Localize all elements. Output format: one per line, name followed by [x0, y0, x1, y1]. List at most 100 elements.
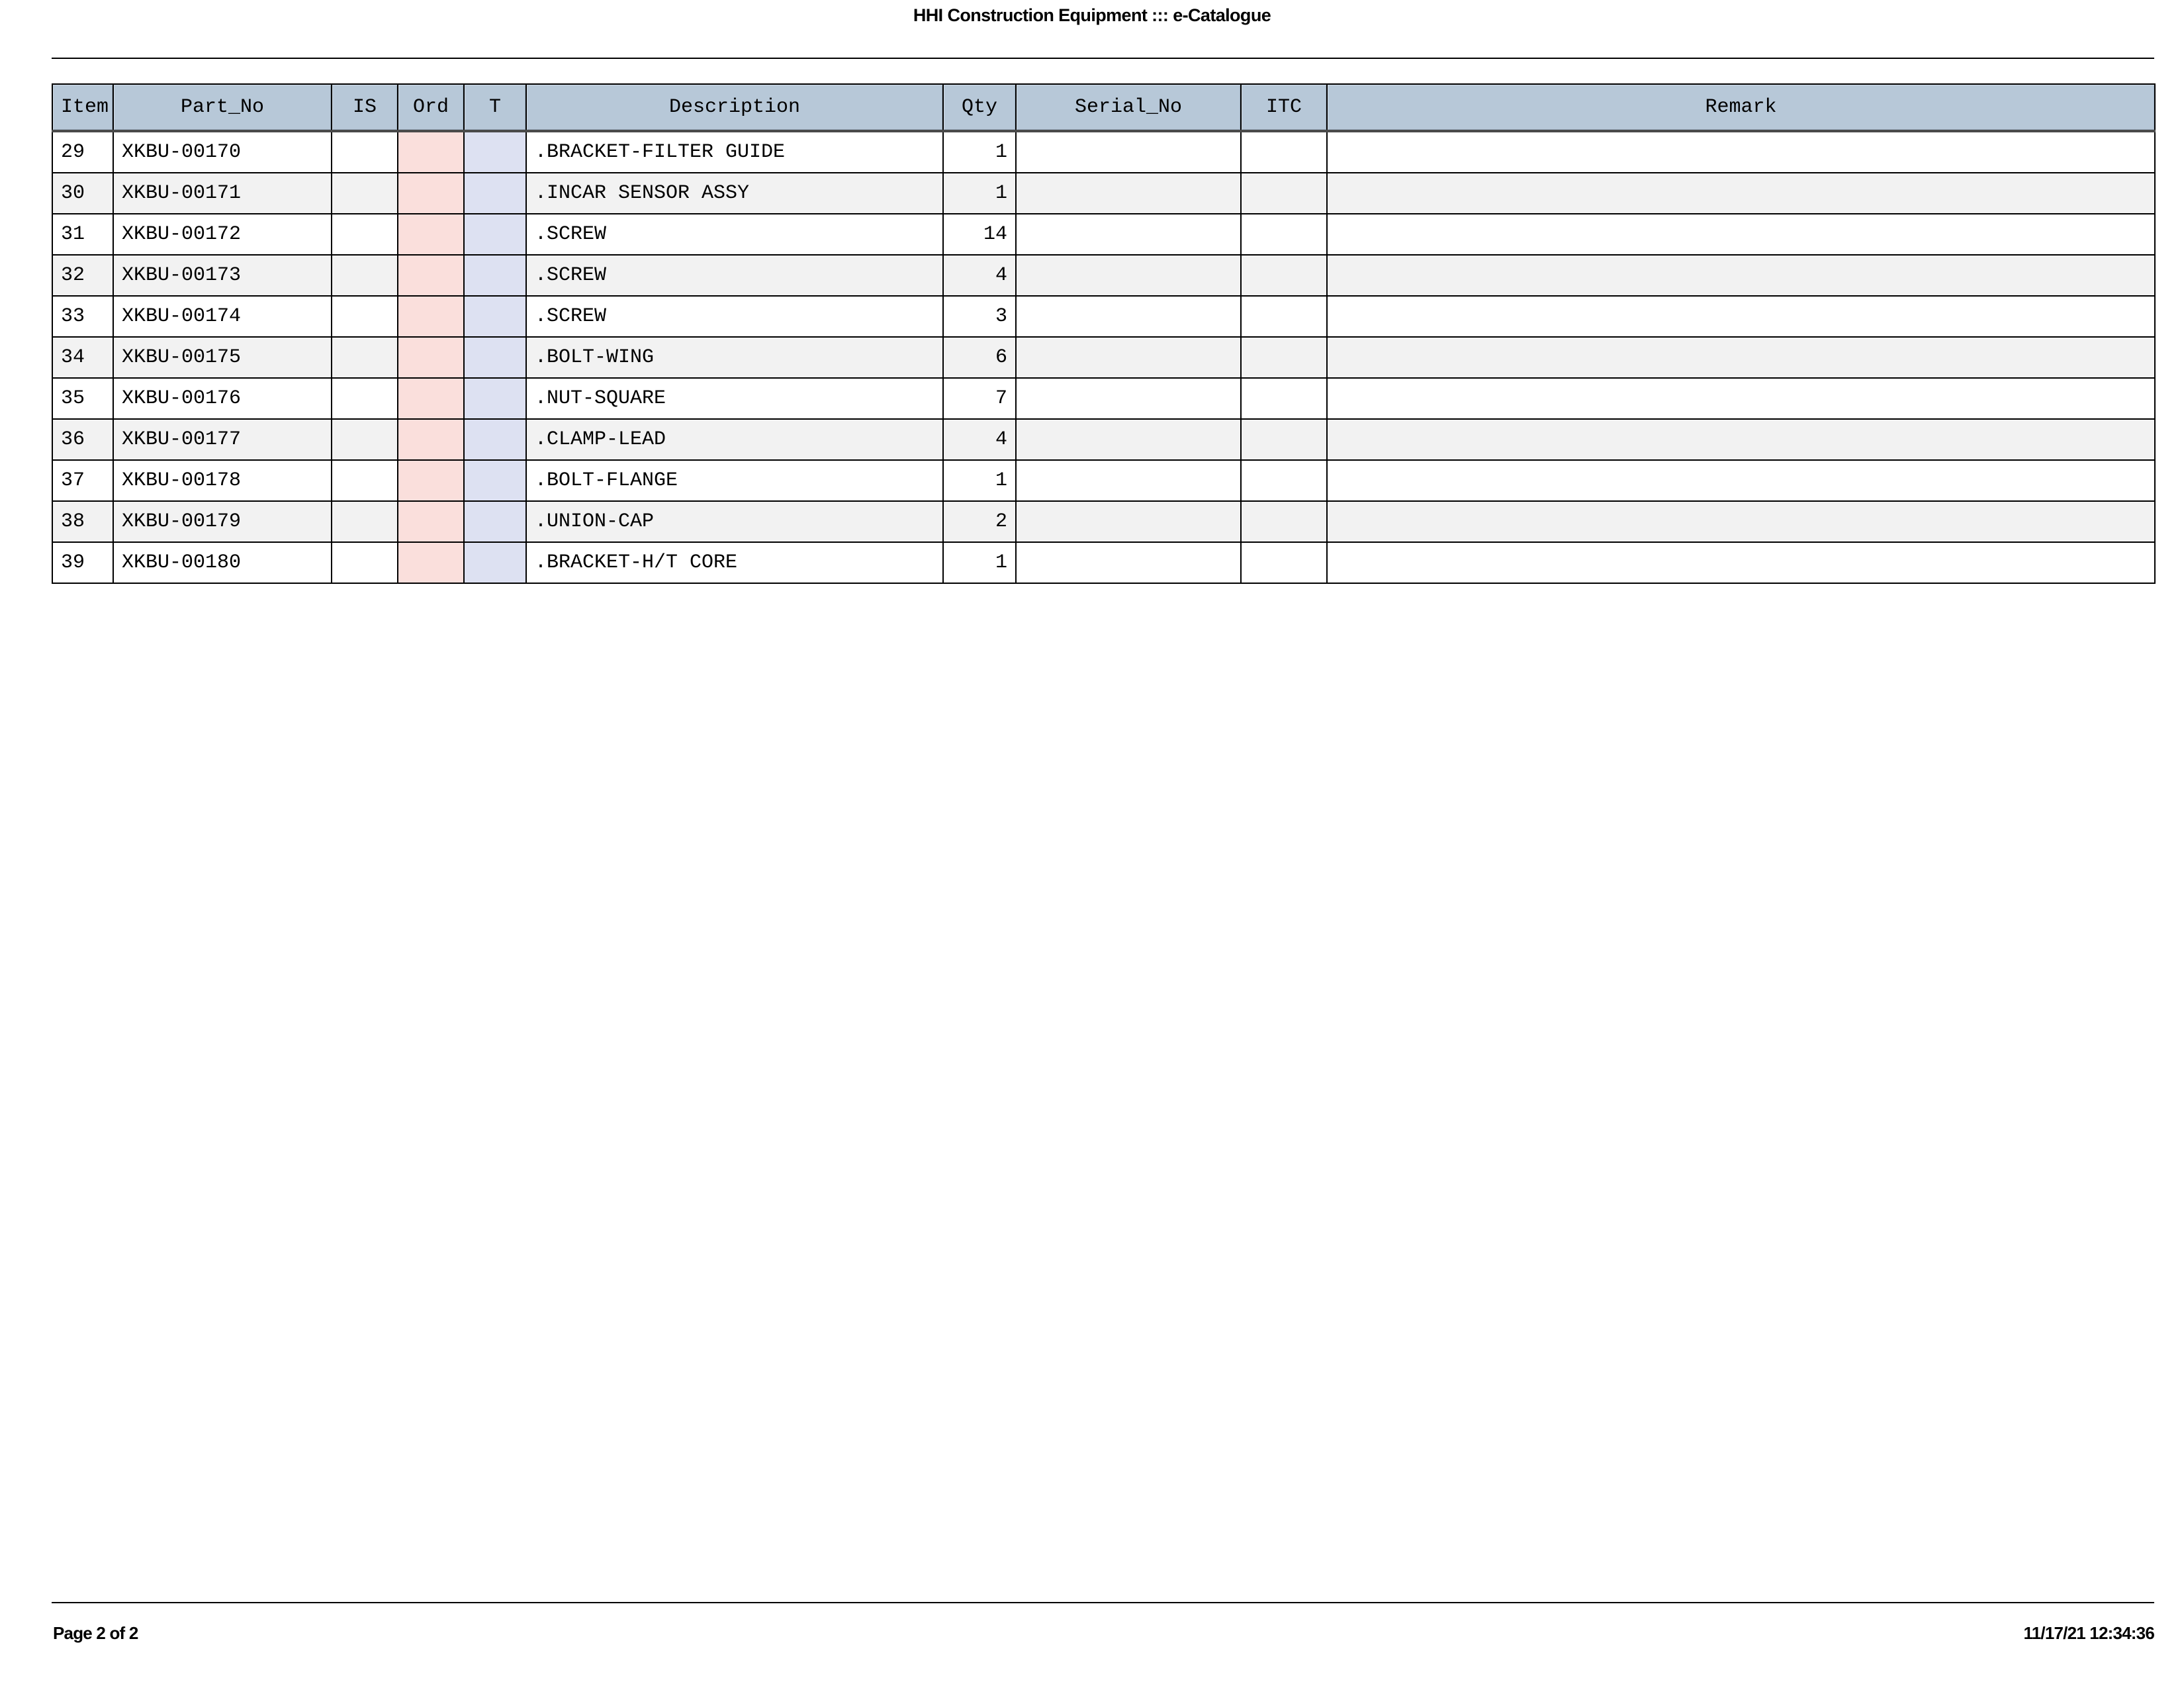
- cell-tcol: [463, 254, 527, 297]
- table-row[interactable]: 35 XKBU-00176 .NUT-SQUARE 7: [52, 377, 2156, 420]
- cell-ord: [397, 295, 465, 338]
- column-header-qty[interactable]: Qty: [942, 83, 1017, 132]
- column-header-t[interactable]: T: [463, 83, 527, 132]
- cell-remark: [1326, 254, 2156, 297]
- column-header-itc[interactable]: ITC: [1240, 83, 1328, 132]
- cell-is: [331, 459, 398, 502]
- cell-tcol: [463, 500, 527, 543]
- column-header-ord[interactable]: Ord: [397, 83, 465, 132]
- cell-ord: [397, 459, 465, 502]
- cell-serial: [1015, 213, 1242, 256]
- table-row[interactable]: 34 XKBU-00175 .BOLT-WING 6: [52, 336, 2156, 379]
- cell-itc: [1240, 213, 1328, 256]
- table-row[interactable]: 30 XKBU-00171 .INCAR SENSOR ASSY 1: [52, 172, 2156, 214]
- cell-is: [331, 500, 398, 543]
- cell-item: 37: [52, 459, 114, 502]
- cell-ord: [397, 418, 465, 461]
- column-header-part-no[interactable]: Part_No: [113, 83, 332, 132]
- cell-ord: [397, 172, 465, 214]
- cell-remark: [1326, 541, 2156, 584]
- footer-divider: [52, 1602, 2154, 1603]
- cell-is: [331, 172, 398, 214]
- cell-qty: 1: [942, 130, 1017, 173]
- cell-qty: 14: [942, 213, 1017, 256]
- cell-item: 38: [52, 500, 114, 543]
- cell-is: [331, 377, 398, 420]
- cell-desc: .SCREW: [525, 213, 944, 256]
- column-header-description[interactable]: Description: [525, 83, 944, 132]
- cell-is: [331, 295, 398, 338]
- cell-itc: [1240, 130, 1328, 173]
- cell-serial: [1015, 377, 1242, 420]
- cell-item: 36: [52, 418, 114, 461]
- cell-serial: [1015, 295, 1242, 338]
- cell-desc: .BRACKET-H/T CORE: [525, 541, 944, 584]
- cell-item: 32: [52, 254, 114, 297]
- cell-remark: [1326, 130, 2156, 173]
- table-row[interactable]: 29 XKBU-00170 .BRACKET-FILTER GUIDE 1: [52, 130, 2156, 173]
- cell-itc: [1240, 459, 1328, 502]
- table-row[interactable]: 32 XKBU-00173 .SCREW 4: [52, 254, 2156, 297]
- table-header: Item Part_No IS Ord T Description Qty Se…: [52, 83, 2156, 132]
- cell-is: [331, 130, 398, 173]
- cell-ord: [397, 377, 465, 420]
- cell-is: [331, 336, 398, 379]
- cell-part: XKBU-00171: [113, 172, 332, 214]
- cell-qty: 7: [942, 377, 1017, 420]
- parts-table: Item Part_No IS Ord T Description Qty Se…: [52, 83, 2156, 584]
- cell-itc: [1240, 418, 1328, 461]
- cell-remark: [1326, 172, 2156, 214]
- cell-item: 30: [52, 172, 114, 214]
- cell-part: XKBU-00179: [113, 500, 332, 543]
- timestamp-label: 11/17/21 12:34:36: [2023, 1623, 2155, 1643]
- cell-ord: [397, 213, 465, 256]
- cell-itc: [1240, 254, 1328, 297]
- cell-qty: 6: [942, 336, 1017, 379]
- cell-part: XKBU-00172: [113, 213, 332, 256]
- table-row[interactable]: 31 XKBU-00172 .SCREW 14: [52, 213, 2156, 256]
- cell-qty: 1: [942, 459, 1017, 502]
- table-header-row: Item Part_No IS Ord T Description Qty Se…: [52, 83, 2156, 132]
- cell-ord: [397, 500, 465, 543]
- cell-serial: [1015, 172, 1242, 214]
- table-row[interactable]: 38 XKBU-00179 .UNION-CAP 2: [52, 500, 2156, 543]
- cell-serial: [1015, 418, 1242, 461]
- cell-itc: [1240, 295, 1328, 338]
- cell-item: 33: [52, 295, 114, 338]
- cell-is: [331, 418, 398, 461]
- cell-item: 29: [52, 130, 114, 173]
- cell-itc: [1240, 336, 1328, 379]
- cell-tcol: [463, 295, 527, 338]
- cell-tcol: [463, 130, 527, 173]
- cell-tcol: [463, 541, 527, 584]
- cell-remark: [1326, 377, 2156, 420]
- page-title: HHI Construction Equipment ::: e-Catalog…: [913, 5, 1271, 25]
- cell-serial: [1015, 459, 1242, 502]
- cell-itc: [1240, 172, 1328, 214]
- column-header-remark[interactable]: Remark: [1326, 83, 2156, 132]
- table-row[interactable]: 37 XKBU-00178 .BOLT-FLANGE 1: [52, 459, 2156, 502]
- cell-tcol: [463, 459, 527, 502]
- cell-tcol: [463, 172, 527, 214]
- cell-serial: [1015, 541, 1242, 584]
- table-row[interactable]: 36 XKBU-00177 .CLAMP-LEAD 4: [52, 418, 2156, 461]
- cell-tcol: [463, 418, 527, 461]
- column-header-item[interactable]: Item: [52, 83, 114, 132]
- cell-item: 39: [52, 541, 114, 584]
- table-row[interactable]: 33 XKBU-00174 .SCREW 3: [52, 295, 2156, 338]
- cell-remark: [1326, 295, 2156, 338]
- table-row[interactable]: 39 XKBU-00180 .BRACKET-H/T CORE 1: [52, 541, 2156, 584]
- cell-serial: [1015, 130, 1242, 173]
- header-divider: [52, 58, 2154, 59]
- cell-qty: 4: [942, 254, 1017, 297]
- cell-part: XKBU-00174: [113, 295, 332, 338]
- column-header-serial-no[interactable]: Serial_No: [1015, 83, 1242, 132]
- cell-part: XKBU-00175: [113, 336, 332, 379]
- cell-desc: .CLAMP-LEAD: [525, 418, 944, 461]
- cell-itc: [1240, 377, 1328, 420]
- cell-qty: 3: [942, 295, 1017, 338]
- column-header-is[interactable]: IS: [331, 83, 398, 132]
- cell-desc: .UNION-CAP: [525, 500, 944, 543]
- cell-qty: 1: [942, 541, 1017, 584]
- cell-ord: [397, 130, 465, 173]
